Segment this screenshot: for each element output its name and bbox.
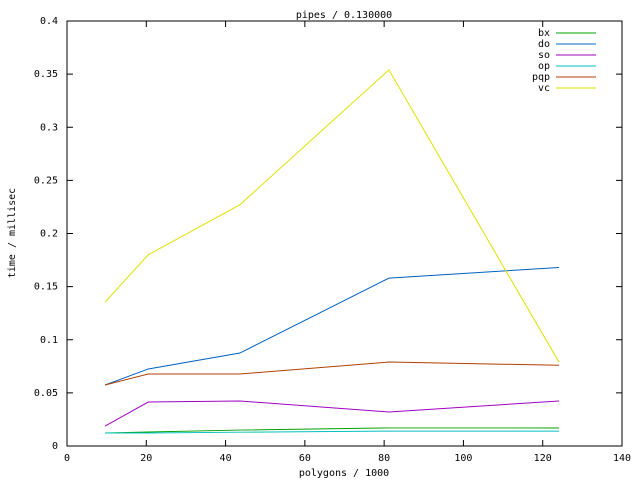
- y-tick-label: 0.4: [40, 16, 58, 27]
- x-tick-label: 20: [140, 453, 152, 464]
- legend-label: bx: [538, 28, 550, 39]
- y-tick-label: 0.1: [40, 335, 58, 346]
- x-tick-label: 40: [220, 453, 232, 464]
- y-tick-label: 0.05: [34, 388, 58, 399]
- series-line: [105, 430, 559, 434]
- y-tick-label: 0.15: [34, 282, 58, 293]
- x-axis-label: polygons / 1000: [299, 468, 389, 479]
- x-tick-label: 100: [454, 453, 472, 464]
- x-tick-label: 0: [64, 453, 70, 464]
- series-line: [105, 427, 559, 434]
- legend-label: pqp: [532, 72, 550, 83]
- y-tick-label: 0.2: [40, 229, 58, 240]
- series-line: [104, 361, 559, 386]
- series-line: [104, 267, 559, 386]
- legend-label: do: [538, 39, 550, 50]
- series-line: [104, 400, 560, 427]
- y-tick-label: 0: [52, 441, 58, 452]
- y-tick-label: 0.3: [40, 122, 58, 133]
- chart-title: pipes / 0.130000: [296, 10, 392, 21]
- legend-label: op: [538, 61, 550, 72]
- legend-label: so: [538, 50, 550, 61]
- y-axis-label: time / millisec: [7, 188, 18, 278]
- x-tick-label: 140: [613, 453, 631, 464]
- series-line: [104, 69, 560, 363]
- x-tick-label: 80: [378, 453, 390, 464]
- x-tick-label: 120: [534, 453, 552, 464]
- y-tick-label: 0.35: [34, 69, 58, 80]
- legend-label: vc: [538, 83, 550, 94]
- x-tick-label: 60: [299, 453, 311, 464]
- y-tick-label: 0.25: [34, 175, 58, 186]
